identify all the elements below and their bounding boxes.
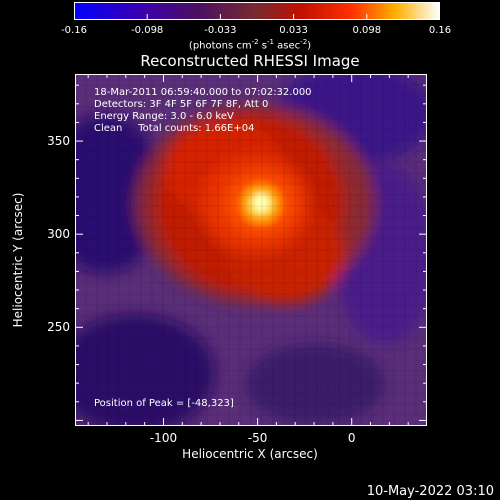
rhessi-image — [75, 74, 427, 426]
x-tick-label: -50 — [247, 431, 268, 445]
plot-title: Reconstructed RHESSI Image — [140, 52, 360, 70]
units-exp: -2 — [251, 38, 259, 46]
x-tick-label: 0 — [347, 431, 356, 445]
colorbar-tick-label: -0.16 — [61, 25, 87, 36]
colorbar-tick-label: -0.098 — [131, 25, 164, 36]
hot-core — [253, 194, 269, 212]
y-tick-label: 300 — [47, 227, 70, 242]
y-tick-label: 350 — [47, 134, 70, 149]
x-tick-label: -100 — [149, 431, 178, 445]
x-axis-label: Heliocentric X (arcsec) — [182, 447, 318, 461]
units-exp: -1 — [267, 38, 274, 46]
dark-region — [245, 344, 385, 424]
info-detectors: Detectors: 3F 4F 5F 6F 7F 8F, Att 0 — [94, 99, 269, 110]
colorbar-tick-label: 0.098 — [352, 25, 382, 36]
units-part: s — [258, 40, 268, 52]
timestamp: 10-May-2022 03:10 — [366, 484, 494, 499]
colorbar-units-label: (photons cm-2 s-1 asec-2) — [0, 39, 500, 51]
y-axis-label: Heliocentric Y (arcsec) — [11, 192, 25, 328]
colorbar-tick-label: 0.16 — [428, 25, 452, 36]
peak-position-label: Position of Peak = [-48,323] — [94, 398, 234, 409]
colorbar — [74, 2, 440, 20]
units-exp: -2 — [300, 38, 308, 46]
units-part: asec — [274, 40, 301, 52]
colorbar-tick-label: -0.033 — [204, 25, 237, 36]
dark-region — [75, 314, 215, 426]
info-clean-counts: Clean Total counts: 1.66E+04 — [94, 123, 255, 134]
units-part: (photons cm — [188, 40, 252, 52]
colorbar-tick-label: 0.033 — [279, 25, 308, 36]
y-tick-label: 250 — [47, 320, 70, 335]
units-part: ) — [307, 40, 312, 52]
info-time-range: 18-Mar-2011 06:59:40.000 to 07:02:32.000 — [94, 87, 312, 98]
info-energy-range: Energy Range: 3.0 - 6.0 keV — [94, 111, 234, 122]
